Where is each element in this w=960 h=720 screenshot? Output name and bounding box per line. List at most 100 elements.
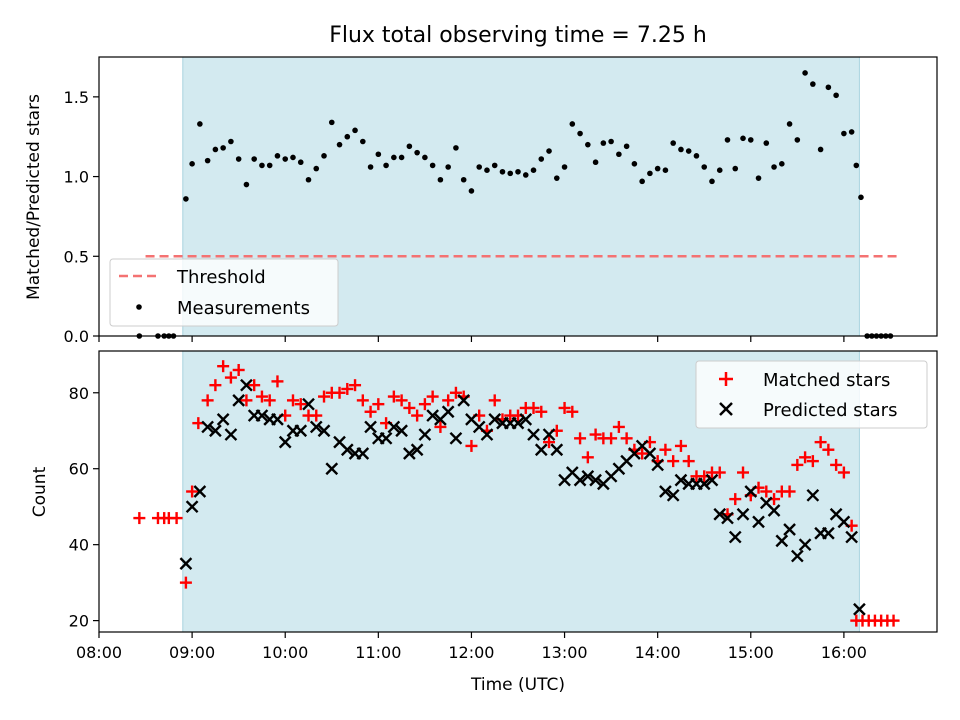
ratio-panel: 0.0 0.5 1.0 1.5 Matched/Predicted stars Thr… bbox=[24, 56, 938, 346]
matched-star-point bbox=[799, 451, 812, 464]
matched-star-point bbox=[434, 420, 447, 433]
matched-star-point bbox=[395, 394, 408, 407]
x-tick-label: 08:00 bbox=[76, 643, 122, 662]
measurement-point bbox=[321, 153, 327, 159]
measurement-point bbox=[183, 196, 189, 202]
predicted-star-point bbox=[340, 443, 354, 457]
matched-star-point bbox=[887, 614, 900, 627]
matched-star-point bbox=[403, 401, 416, 414]
matched-star-point bbox=[612, 420, 625, 433]
measurement-point bbox=[352, 127, 358, 134]
matched-star-point bbox=[341, 382, 354, 395]
count-panel: 20 40 60 80 08:00 09:00 10:00 11:00 12:00 13:00 14… bbox=[30, 350, 938, 695]
predicted-star-point bbox=[426, 409, 439, 422]
ratio-y-axis-label: Matched/Predicted stars bbox=[24, 94, 44, 300]
predicted-star-point bbox=[581, 469, 595, 483]
measurement-point bbox=[546, 148, 552, 154]
measurement-point bbox=[716, 167, 723, 173]
measurement-point bbox=[290, 154, 296, 161]
predicted-star-point bbox=[309, 420, 323, 434]
predicted-star-point bbox=[534, 443, 548, 457]
matched-star-point bbox=[806, 455, 819, 468]
y-tick-label: 20 bbox=[69, 612, 89, 631]
measurement-point bbox=[429, 162, 436, 169]
matched-star-point bbox=[636, 447, 649, 460]
predicted-star-point bbox=[356, 447, 370, 460]
matched-star-point bbox=[271, 375, 284, 388]
matched-star-point bbox=[589, 428, 602, 441]
matched-star-point bbox=[248, 379, 261, 392]
measurement-point bbox=[422, 154, 428, 161]
measurement-point bbox=[235, 156, 242, 162]
legend-matched-swatch bbox=[719, 372, 733, 386]
matched-star-point bbox=[791, 458, 804, 471]
measurement-point bbox=[553, 175, 560, 181]
predicted-star-point bbox=[798, 538, 812, 552]
measurement-point bbox=[328, 119, 335, 126]
matched-star-point bbox=[830, 458, 843, 471]
measurement-point bbox=[313, 165, 320, 172]
legend-predicted-swatch bbox=[719, 402, 733, 416]
matched-star-point bbox=[217, 360, 230, 373]
predicted-star-point bbox=[488, 413, 502, 426]
predicted-star-point bbox=[387, 420, 401, 434]
legend-measurement-swatch bbox=[136, 304, 142, 310]
y-tick-label: 60 bbox=[69, 460, 89, 479]
predicted-star-point bbox=[271, 413, 284, 426]
matched-star-point bbox=[209, 379, 222, 392]
measurement-point bbox=[468, 188, 475, 194]
predicted-star-point bbox=[542, 428, 556, 441]
predicted-star-point bbox=[775, 534, 789, 548]
measurement-point bbox=[817, 146, 824, 153]
measurement-point bbox=[701, 164, 708, 170]
matched-star-point bbox=[674, 439, 687, 452]
legend-threshold-label: Threshold bbox=[176, 267, 266, 288]
predicted-star-point bbox=[643, 447, 657, 460]
count-points bbox=[133, 360, 900, 627]
ratio-legend-box bbox=[109, 258, 339, 327]
measurement-point bbox=[360, 138, 366, 145]
legend-measurements-label: Measurements bbox=[177, 298, 310, 319]
predicted-star-point bbox=[403, 447, 416, 460]
matched-star-point bbox=[263, 394, 276, 407]
predicted-star-point bbox=[325, 462, 339, 476]
matched-star-point bbox=[201, 394, 214, 407]
matched-star-point bbox=[418, 398, 431, 411]
measurement-point bbox=[833, 92, 839, 99]
axes-frame bbox=[98, 56, 938, 337]
measurement-point bbox=[507, 170, 514, 177]
predicted-star-point bbox=[697, 477, 711, 491]
predicted-star-point bbox=[179, 557, 193, 570]
predicted-star-point bbox=[666, 488, 680, 502]
predicted-star-point bbox=[728, 530, 742, 544]
measurement-point bbox=[810, 81, 816, 87]
predicted-star-point bbox=[659, 485, 672, 498]
measurement-point bbox=[197, 121, 203, 127]
predicted-star-point bbox=[418, 428, 432, 441]
matched-star-point bbox=[558, 401, 571, 414]
measurement-point bbox=[484, 167, 490, 173]
measurement-point bbox=[189, 161, 195, 167]
matched-star-point bbox=[527, 401, 540, 414]
measurement-point bbox=[732, 165, 739, 172]
predicted-star-point bbox=[806, 488, 820, 502]
measurement-point bbox=[491, 162, 498, 169]
matched-star-point bbox=[729, 493, 742, 506]
measurement-point bbox=[858, 194, 864, 201]
legend-predicted-label: Predicted stars bbox=[763, 400, 897, 421]
predicted-star-point bbox=[744, 485, 758, 498]
measurement-point bbox=[631, 161, 638, 167]
measurement-point bbox=[297, 159, 304, 166]
measurement-point bbox=[709, 178, 715, 185]
measurement-point bbox=[724, 137, 731, 143]
measurement-point bbox=[476, 164, 483, 170]
measurement-point bbox=[841, 130, 847, 137]
measurement-point bbox=[437, 176, 444, 183]
predicted-star-point bbox=[240, 378, 253, 392]
matched-star-point bbox=[605, 432, 618, 445]
matched-star-point bbox=[488, 394, 501, 407]
predicted-star-point bbox=[721, 511, 734, 525]
measurement-point bbox=[678, 146, 684, 153]
count-legend: Matched stars Predicted stars bbox=[695, 360, 928, 429]
matched-star-point bbox=[286, 394, 299, 407]
